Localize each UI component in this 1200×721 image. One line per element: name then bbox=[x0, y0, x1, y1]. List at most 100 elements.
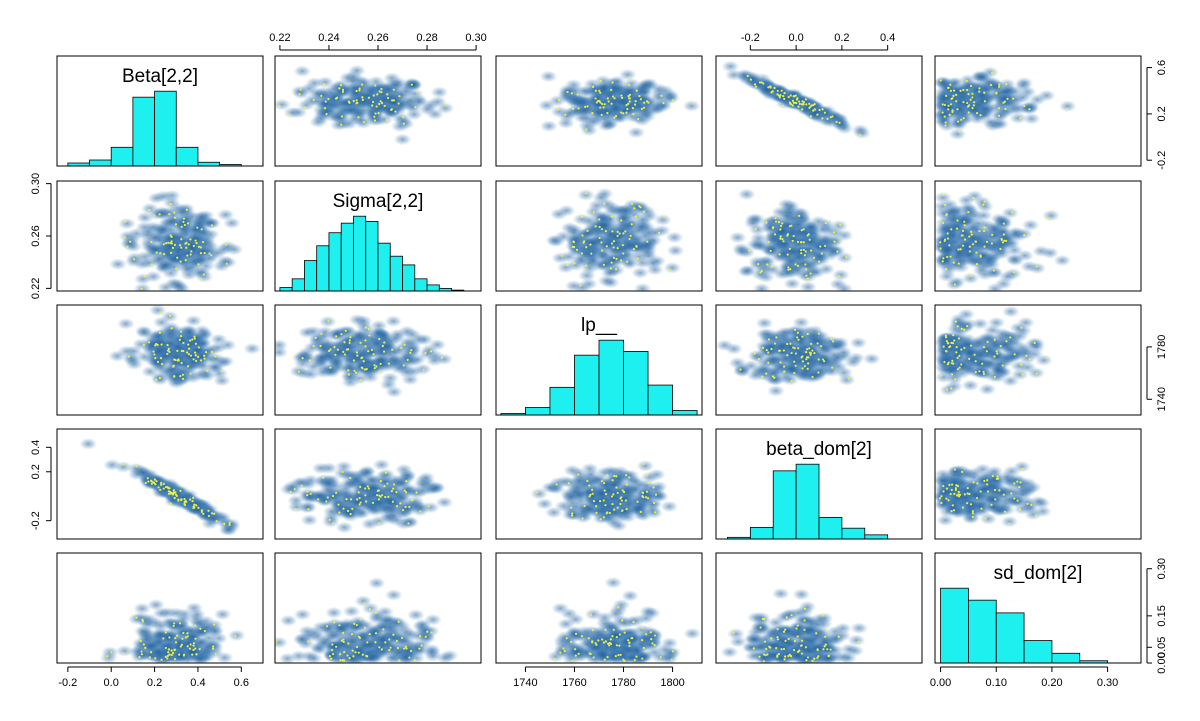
sample-point bbox=[402, 364, 405, 367]
density-blob bbox=[1028, 262, 1047, 275]
sample-point bbox=[757, 263, 760, 266]
sample-point bbox=[943, 115, 946, 118]
sample-point bbox=[979, 490, 982, 493]
sample-point bbox=[991, 71, 994, 74]
sample-point bbox=[557, 99, 560, 102]
density-blob bbox=[428, 95, 447, 108]
sample-point bbox=[367, 327, 370, 331]
density-blob bbox=[631, 220, 650, 233]
density-blob bbox=[322, 340, 341, 353]
sample-point bbox=[214, 355, 217, 358]
sample-point bbox=[570, 92, 574, 95]
density-blob bbox=[184, 314, 203, 327]
density-blob bbox=[116, 317, 135, 330]
sample-point bbox=[997, 477, 1000, 480]
sample-point bbox=[126, 245, 129, 248]
sample-point bbox=[999, 344, 1002, 348]
sample-point bbox=[628, 100, 631, 103]
sample-point bbox=[168, 314, 172, 317]
sample-point bbox=[792, 234, 795, 238]
sample-point bbox=[940, 495, 943, 498]
sample-point bbox=[795, 98, 799, 101]
sample-point bbox=[817, 358, 820, 361]
panel-beta-dom-2-vs-beta-dom-2: beta_dom[2] bbox=[715, 428, 923, 540]
sample-point bbox=[591, 85, 595, 88]
sample-point bbox=[942, 345, 945, 348]
sample-point bbox=[557, 108, 560, 111]
sample-point bbox=[1013, 353, 1016, 356]
sample-point bbox=[188, 347, 191, 350]
sample-point bbox=[945, 213, 948, 216]
sample-point bbox=[357, 491, 360, 494]
sample-point bbox=[942, 193, 945, 196]
sample-point bbox=[409, 351, 412, 354]
density-blob bbox=[594, 81, 613, 94]
density-blob bbox=[950, 317, 969, 330]
density-blob bbox=[999, 97, 1018, 110]
sample-point bbox=[800, 252, 803, 255]
sample-point bbox=[786, 234, 789, 237]
sample-point bbox=[939, 247, 942, 250]
sample-point bbox=[955, 351, 958, 354]
sample-point bbox=[796, 331, 799, 334]
sample-point bbox=[796, 336, 799, 339]
sample-point bbox=[615, 475, 618, 478]
sample-point bbox=[400, 346, 403, 349]
sample-point bbox=[954, 320, 957, 323]
sample-point bbox=[949, 255, 952, 258]
sample-point bbox=[625, 473, 628, 477]
sample-point bbox=[628, 476, 631, 479]
sample-point bbox=[968, 492, 971, 496]
sample-point bbox=[951, 109, 954, 112]
sample-point bbox=[950, 228, 953, 231]
density-blob bbox=[154, 223, 173, 236]
sample-point bbox=[654, 493, 658, 496]
density-blob bbox=[637, 93, 656, 106]
density-blob bbox=[1053, 254, 1072, 267]
sample-point bbox=[619, 502, 622, 506]
sample-point bbox=[150, 240, 153, 243]
sample-point bbox=[372, 353, 375, 356]
density-blob bbox=[346, 473, 365, 486]
sample-point bbox=[774, 220, 778, 223]
sample-point bbox=[806, 332, 809, 336]
sample-point bbox=[604, 492, 608, 496]
sample-point bbox=[616, 234, 619, 238]
sample-point bbox=[154, 344, 157, 347]
sample-point bbox=[598, 99, 601, 103]
sample-point bbox=[176, 359, 180, 362]
sample-point bbox=[960, 348, 963, 351]
sample-point bbox=[606, 511, 609, 514]
sample-point bbox=[983, 226, 986, 229]
sample-point bbox=[416, 90, 419, 93]
density-blob bbox=[837, 373, 856, 386]
density-blob bbox=[305, 77, 324, 90]
sample-point bbox=[210, 350, 213, 353]
sample-point bbox=[380, 101, 384, 105]
sample-point bbox=[157, 486, 160, 489]
density-blob bbox=[581, 236, 600, 249]
sample-point bbox=[775, 336, 778, 339]
sample-point bbox=[796, 264, 800, 267]
sample-point bbox=[968, 250, 971, 253]
sample-point bbox=[394, 110, 397, 113]
sample-point bbox=[147, 480, 150, 483]
panel-frame bbox=[715, 55, 923, 167]
sample-point bbox=[197, 263, 200, 266]
sample-point bbox=[320, 332, 323, 335]
sample-point bbox=[847, 377, 850, 380]
sample-point bbox=[786, 342, 789, 346]
sample-point bbox=[830, 338, 833, 341]
density-blob bbox=[939, 384, 958, 397]
sample-point bbox=[200, 510, 203, 513]
sample-point bbox=[628, 237, 631, 241]
panel-frame bbox=[56, 55, 264, 167]
sample-point bbox=[366, 485, 369, 488]
sample-point bbox=[353, 369, 356, 372]
sample-point bbox=[1021, 467, 1024, 471]
density-blob bbox=[108, 350, 127, 363]
sample-point bbox=[769, 86, 772, 89]
sample-point bbox=[164, 242, 168, 245]
sample-point bbox=[1012, 270, 1016, 274]
sample-point bbox=[800, 103, 804, 106]
